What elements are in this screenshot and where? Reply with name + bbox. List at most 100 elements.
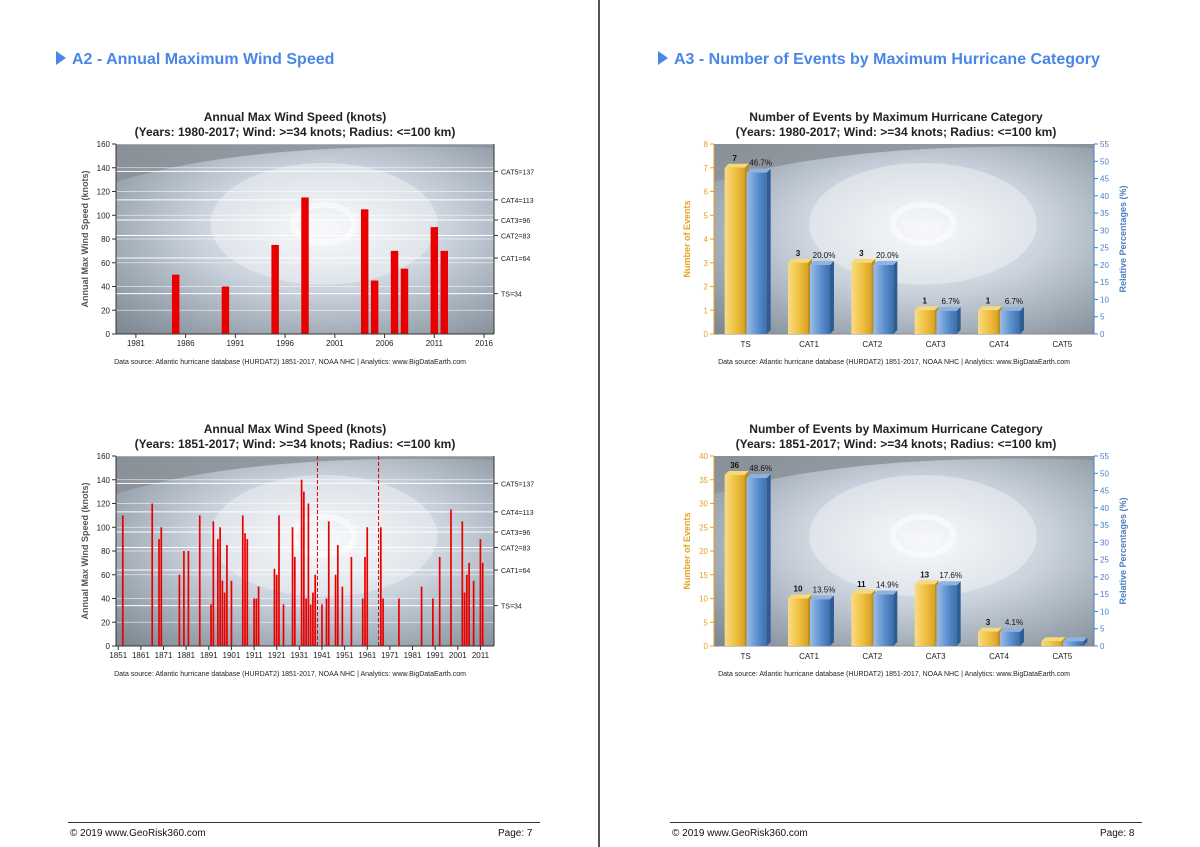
category-label: CAT1 xyxy=(799,652,819,661)
chart-title: Number of Events by Maximum Hurricane Ca… xyxy=(749,110,1043,124)
storm-cloud xyxy=(809,163,1037,285)
category-label: CAT4 xyxy=(989,340,1009,349)
y-tick-label: 20 xyxy=(101,618,110,627)
events-data-label: 1 xyxy=(922,296,927,305)
wind-speed-bar xyxy=(303,491,305,646)
data-source-note: Data source: Atlantic hurricane database… xyxy=(114,359,466,366)
events-data-label: 7 xyxy=(732,154,737,163)
y-tick-label: 35 xyxy=(699,476,708,485)
x-tick-label: 1961 xyxy=(358,651,376,660)
threshold-label: TS=34 xyxy=(501,604,522,611)
y2-tick-label: 0 xyxy=(1100,330,1105,339)
events-data-label: 1 xyxy=(986,296,991,305)
threshold-label: CAT5=137 xyxy=(501,169,534,176)
category-label: TS xyxy=(741,340,751,349)
events-bar xyxy=(978,310,998,334)
wind-speed-chart-1980-2017: Annual Max Wind Speed (knots)(Years: 198… xyxy=(80,110,534,366)
wind-speed-bar xyxy=(327,521,330,646)
y-axis-label: Number of Events xyxy=(682,512,692,589)
wind-speed-bar xyxy=(257,586,260,646)
y-axis-label: Annual Max Wind Speed (knots) xyxy=(80,483,90,620)
pct-data-label: 46.7% xyxy=(749,159,772,168)
y2-tick-label: 35 xyxy=(1100,521,1109,530)
footer-page-number: Page: 8 xyxy=(1100,828,1135,839)
page-7: A2 - Annual Maximum Wind Speed Annual Ma… xyxy=(0,0,598,847)
pct-bar-side xyxy=(893,590,898,646)
wind-speed-bar xyxy=(160,527,163,646)
threshold-label: CAT4=113 xyxy=(501,510,534,517)
triangle-bullet-icon xyxy=(56,51,66,65)
pct-bar-side xyxy=(830,260,834,334)
y2-tick-label: 40 xyxy=(1100,192,1109,201)
events-bar xyxy=(914,584,935,646)
footer-copyright: © 2019 www.GeoRisk360.com xyxy=(672,828,808,839)
pct-bar xyxy=(810,599,830,646)
y-tick-label: 0 xyxy=(704,642,709,651)
events-bar xyxy=(788,598,808,646)
wind-speed-bar xyxy=(438,556,441,646)
pct-bar xyxy=(936,585,957,646)
y-tick-label: 100 xyxy=(97,523,111,532)
y-tick-label: 60 xyxy=(101,571,110,580)
wind-speed-bar xyxy=(430,227,439,334)
events-bar-top xyxy=(914,580,939,585)
satellite-background xyxy=(714,144,1094,334)
y-tick-label: 4 xyxy=(704,235,709,244)
wind-speed-chart-1851-2017: Annual Max Wind Speed (knots)(Years: 185… xyxy=(80,422,534,678)
x-tick-label: 1951 xyxy=(336,651,354,660)
space-region xyxy=(116,144,494,182)
pct-bar-top xyxy=(873,260,898,265)
wind-speed-bar xyxy=(341,586,344,646)
wind-speed-bar xyxy=(398,598,400,646)
y2-tick-label: 5 xyxy=(1100,625,1105,634)
events-bar-top xyxy=(851,589,876,594)
wind-speed-bar xyxy=(275,574,278,646)
pct-bar-side xyxy=(766,168,771,334)
threshold-label: CAT2=83 xyxy=(501,233,530,240)
wind-speed-bar xyxy=(198,515,201,646)
wind-speed-bar xyxy=(253,598,255,646)
pct-bar-side xyxy=(1020,627,1024,646)
wind-speed-bar xyxy=(171,274,180,334)
y2-tick-label: 40 xyxy=(1100,504,1109,513)
threshold-label: TS=34 xyxy=(501,292,522,299)
pct-data-label: 4.1% xyxy=(1005,618,1023,627)
wind-speed-bar xyxy=(221,580,224,646)
x-tick-label: 1881 xyxy=(177,651,195,660)
pct-bar xyxy=(1000,310,1020,334)
x-tick-label: 1996 xyxy=(276,339,294,348)
triangle-bullet-icon xyxy=(658,51,668,65)
pct-data-label: 13.5% xyxy=(813,585,836,594)
pct-bar-top xyxy=(1063,637,1088,642)
events-bar-top xyxy=(788,594,812,599)
wind-speed-bar xyxy=(121,515,124,646)
pct-bar-side xyxy=(1020,306,1024,334)
y2-axis-label: Relative Percentages (%) xyxy=(1118,497,1128,604)
events-bar-top xyxy=(978,627,1002,632)
events-bar-top xyxy=(914,306,939,311)
category-label: CAT2 xyxy=(862,340,882,349)
events-bar xyxy=(1041,641,1062,646)
pct-data-label: 6.7% xyxy=(1005,297,1023,306)
y2-tick-label: 25 xyxy=(1100,556,1109,565)
wind-speed-bar xyxy=(390,250,399,334)
category-label: CAT2 xyxy=(862,652,882,661)
threshold-label: CAT1=64 xyxy=(501,568,530,575)
pct-bar-side xyxy=(766,474,771,646)
wind-speed-bar xyxy=(273,568,276,646)
y2-tick-label: 45 xyxy=(1100,487,1109,496)
page-separator xyxy=(598,0,600,847)
storm-eye xyxy=(889,201,957,246)
pct-bar-top xyxy=(746,168,771,173)
y2-tick-label: 35 xyxy=(1100,209,1109,218)
storm-cloud xyxy=(809,475,1037,597)
x-tick-label: 1991 xyxy=(426,651,444,660)
wind-speed-bar xyxy=(183,551,185,646)
wind-speed-bar xyxy=(334,574,337,646)
y-tick-label: 20 xyxy=(101,306,110,315)
pct-bar xyxy=(746,478,767,646)
events-bar xyxy=(788,262,808,334)
y2-tick-label: 20 xyxy=(1100,261,1109,270)
y2-tick-label: 55 xyxy=(1100,140,1109,149)
pct-bar xyxy=(873,594,894,646)
